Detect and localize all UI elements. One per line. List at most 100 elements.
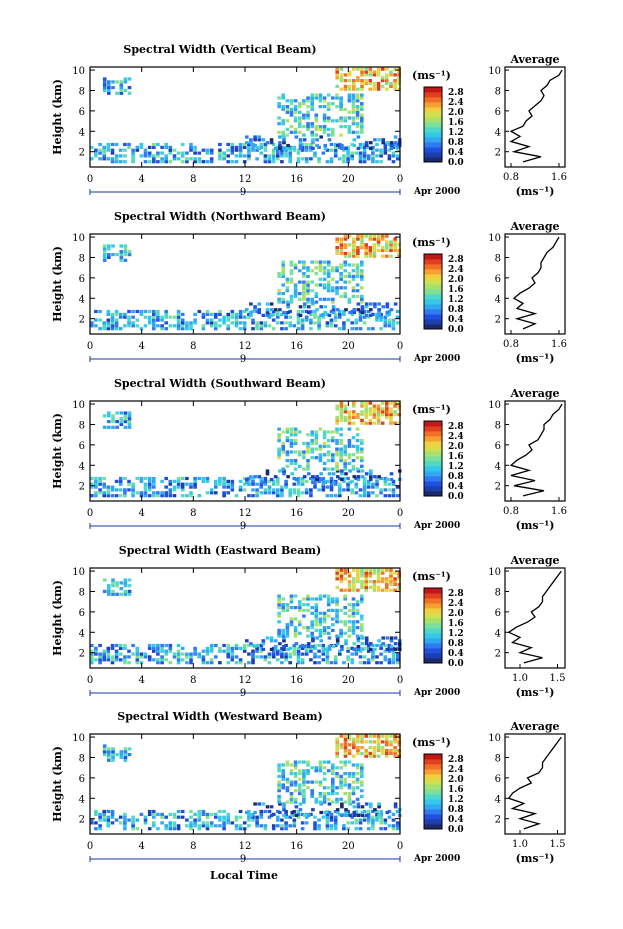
heatmap-cell (343, 246, 348, 250)
heatmap-cell (111, 753, 115, 757)
heatmap-cell (307, 310, 311, 315)
colorbar-swatch (424, 279, 442, 285)
heatmap-cell (350, 321, 354, 325)
heatmap-cell (333, 324, 338, 328)
heatmap-cell (350, 821, 354, 825)
heatmap-cell (189, 809, 193, 814)
heatmap-cell (376, 234, 381, 238)
heatmap-cell (351, 269, 356, 273)
heatmap-cell (331, 456, 335, 460)
heatmap-cell (372, 751, 377, 755)
heatmap-cell (360, 634, 364, 638)
heatmap-cell (234, 661, 239, 665)
panel-2: Spectral Width (Southward Beam)246810Hei… (51, 377, 567, 532)
heatmap-cell (360, 614, 364, 618)
heatmap-cell (284, 321, 288, 325)
heatmap-cell (314, 766, 319, 770)
profile-x-tick-label: 0.8 (503, 172, 519, 183)
heatmap-cell (339, 277, 343, 281)
heatmap-cell (214, 321, 218, 325)
heatmap-cell (376, 740, 381, 744)
heatmap-cell (276, 652, 280, 656)
heatmap-cell (313, 655, 317, 659)
heatmap-cell (193, 151, 197, 155)
heatmap-cell (168, 148, 173, 152)
heatmap-cell (114, 154, 119, 158)
heatmap-cell (333, 151, 338, 155)
heatmap-cell (110, 494, 115, 498)
heatmap-cell (317, 643, 321, 648)
heatmap-cell (94, 809, 98, 814)
heatmap-cell (346, 488, 350, 492)
heatmap-cell (338, 812, 342, 816)
heatmap-cell (339, 766, 343, 770)
heatmap-cell (360, 740, 364, 744)
heatmap-cell (107, 86, 111, 90)
heatmap-cell (385, 734, 389, 738)
heatmap-cell (327, 802, 332, 806)
heatmap-cell (347, 783, 352, 787)
heatmap-cell (267, 312, 272, 316)
heatmap-cell (351, 274, 356, 278)
heatmap-cell (376, 237, 381, 241)
colorbar-swatch (424, 759, 442, 765)
heatmap-cell (292, 812, 297, 816)
profile-y-tick-label: 10 (488, 233, 501, 244)
heatmap-cell (346, 821, 350, 825)
heatmap-cell (335, 600, 339, 604)
heatmap-cell (242, 643, 247, 648)
heatmap-cell (123, 417, 128, 421)
heatmap-cell (350, 658, 354, 662)
heatmap-cell (322, 444, 327, 448)
heatmap-cell (310, 611, 314, 615)
heatmap-cell (265, 313, 270, 317)
heatmap-cell (106, 488, 111, 492)
heatmap-cell (119, 86, 124, 90)
colorbar-swatch (424, 152, 442, 158)
heatmap-cell (389, 580, 393, 584)
heatmap-cell (318, 277, 323, 281)
heatmap-cell (114, 160, 119, 164)
heatmap-cell (281, 133, 285, 137)
heatmap-cell (230, 312, 235, 316)
heatmap-cell (281, 786, 285, 790)
heatmap-cell (292, 818, 297, 822)
heatmap-cell (298, 146, 303, 150)
heatmap-cell (356, 639, 361, 643)
heatmap-cell (230, 309, 235, 314)
heatmap-cell (339, 588, 344, 592)
heatmap-cell (360, 810, 365, 815)
heatmap-cell (376, 73, 381, 77)
heatmap-cell (302, 453, 306, 457)
heatmap-cell (281, 300, 285, 304)
heatmap-cell (385, 410, 389, 414)
heatmap-cell (395, 154, 400, 158)
heatmap-cell (273, 647, 278, 651)
heatmap-cell (393, 246, 397, 250)
heatmap-cell (318, 594, 323, 598)
heatmap-cell (143, 148, 148, 152)
heatmap-cell (347, 786, 352, 790)
heatmap-cell (131, 315, 135, 319)
heatmap-cell (111, 414, 115, 418)
heatmap-cell (360, 421, 364, 425)
heatmap-cell (282, 310, 286, 315)
heatmap-cell (347, 93, 352, 97)
heatmap-cell (314, 292, 319, 296)
heatmap-cell (335, 467, 339, 471)
heatmap-cell (356, 79, 360, 83)
heatmap-cell (339, 453, 343, 457)
heatmap-cell (326, 119, 331, 123)
heatmap-cell (355, 294, 360, 298)
heatmap-cell (311, 475, 315, 479)
heatmap-cell (302, 614, 306, 618)
heatmap-cell (313, 821, 317, 825)
heatmap-cell (285, 631, 290, 635)
heatmap-cell (102, 77, 107, 81)
x-tick-label: 12 (239, 341, 252, 352)
heatmap-cell (189, 148, 193, 152)
heatmap-cell (156, 160, 160, 164)
heatmap-cell (201, 661, 206, 665)
heatmap-cell (360, 84, 364, 88)
heatmap-cell (325, 148, 330, 152)
